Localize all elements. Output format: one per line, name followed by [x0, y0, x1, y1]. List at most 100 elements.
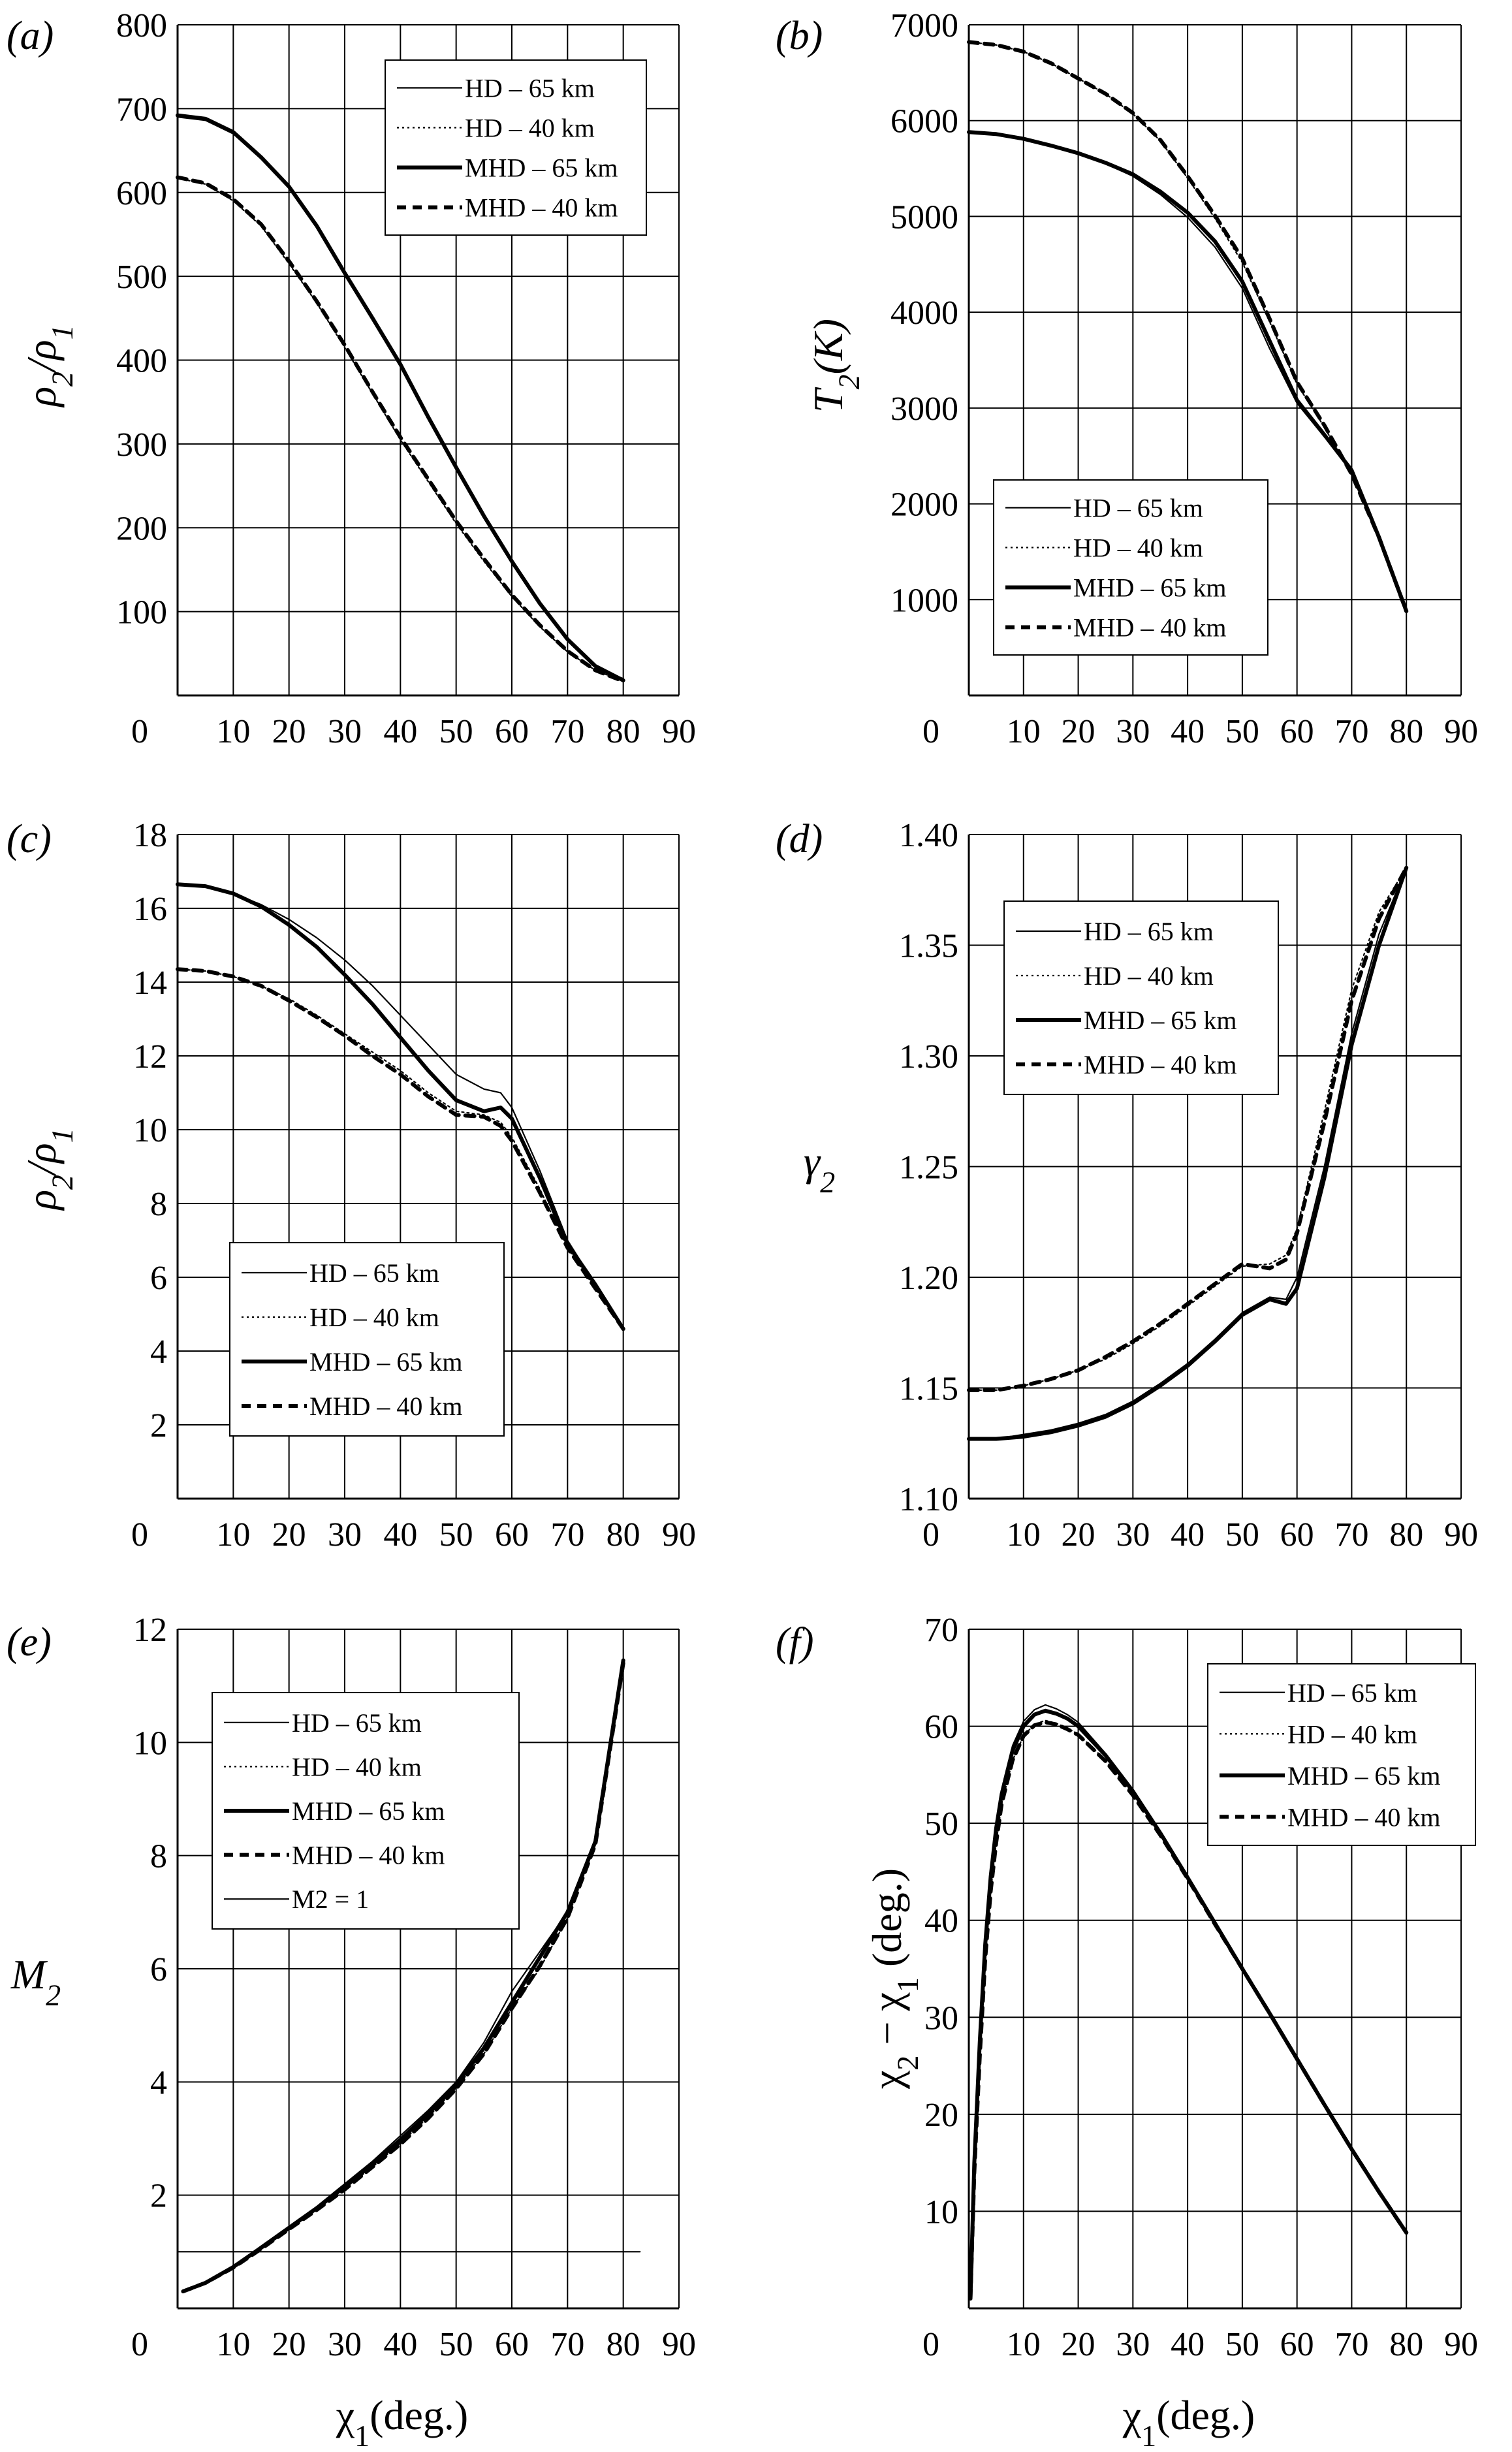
y-tick-label: 10: [133, 1725, 167, 1762]
x-tick-label: 30: [328, 2326, 362, 2363]
x-tick-label: 0: [922, 713, 939, 750]
y-tick-label: 70: [924, 1612, 958, 1649]
x-tick-label: 30: [328, 713, 362, 750]
y-tick-label: 60: [924, 1709, 958, 1746]
chart-panel-2: 0 10 20 30 40 50 60 70 80 90 2 4 6 8 10 12 14 16 18 (c) ρ2/ρ…: [7, 817, 696, 1553]
y-tick-label: 1000: [890, 582, 958, 619]
x-tick-label: 50: [1225, 1516, 1259, 1553]
y-tick-label: 10: [133, 1112, 167, 1149]
series-line-2: [967, 865, 1409, 1441]
x-tick-label: 70: [550, 713, 584, 750]
legend-entry: MHD – 40 km: [1084, 1050, 1236, 1079]
x-tick-label: 90: [662, 2326, 696, 2363]
legend-entry: M2 = 1: [292, 1885, 369, 1914]
x-tick-label: 30: [1116, 2326, 1150, 2363]
x-tick-label: 60: [495, 2326, 529, 2363]
y-axis-label: ρ2/ρ1: [18, 325, 79, 407]
series-line-3: [176, 967, 625, 1331]
x-tick-label: 50: [1225, 2326, 1259, 2363]
y-tick-label: 14: [133, 964, 167, 1002]
y-tick-label: 1.25: [899, 1149, 958, 1186]
legend: HD – 65 km HD – 40 km MHD – 65 km MHD – 40 …: [1003, 900, 1279, 1095]
x-tick-label: 80: [1389, 2326, 1423, 2363]
panel-label: (b): [776, 14, 823, 58]
y-tick-label: 3000: [890, 390, 958, 428]
x-tick-label: 50: [439, 1516, 473, 1553]
x-tick-label: 10: [216, 1516, 250, 1553]
x-tick-label: 40: [383, 1516, 417, 1553]
legend-entry: HD – 40 km: [309, 1303, 439, 1332]
x-tick-label: 50: [1225, 713, 1259, 750]
x-tick-label: 90: [1444, 2326, 1478, 2363]
y-axis-label: M2: [10, 1951, 61, 2012]
legend-entry: HD – 65 km: [1287, 1678, 1417, 1708]
y-tick-label: 100: [116, 594, 167, 631]
y-tick-label: 600: [116, 175, 167, 212]
x-tick-label: 40: [1171, 2326, 1205, 2363]
legend: HD – 65 km HD – 40 km MHD – 65 km MHD – 40 …: [229, 1242, 505, 1437]
y-tick-label: 40: [924, 1903, 958, 1940]
y-tick-label: 1.30: [899, 1038, 958, 1075]
y-tick-label: 1.15: [899, 1371, 958, 1408]
x-tick-label: 0: [131, 713, 148, 750]
y-tick-label: 5000: [890, 199, 958, 236]
x-tick-label: 20: [272, 2326, 306, 2363]
x-tick-label: 10: [1007, 1516, 1041, 1553]
y-tick-label: 20: [924, 2097, 958, 2134]
x-tick-label: 0: [131, 2326, 148, 2363]
y-axis-label: ρ2/ρ1: [18, 1128, 79, 1211]
panel-label: (e): [7, 1620, 52, 1664]
x-tick-label: 70: [1334, 2326, 1368, 2363]
series-line-3: [968, 1720, 1409, 2301]
x-tick-label: 20: [272, 1516, 306, 1553]
legend-entry: HD – 65 km: [1073, 494, 1203, 523]
x-tick-label: 60: [495, 713, 529, 750]
x-tick-label: 40: [1171, 713, 1205, 750]
legend-entry: HD – 40 km: [292, 1752, 422, 1781]
legend-entry: HD – 65 km: [309, 1258, 439, 1288]
x-axis-label: χ1(deg.): [336, 2392, 468, 2452]
chart-panel-4: 0 10 20 30 40 50 60 70 80 90 2 4 6 8 10 12 (e) M2 χ1(deg.)…: [7, 1612, 696, 2452]
legend: HD – 65 km HD – 40 km MHD – 65 km MHD – 40 …: [212, 1692, 520, 1930]
x-tick-label: 80: [606, 2326, 640, 2363]
legend: HD – 65 km HD – 40 km MHD – 65 km MHD – 40 …: [993, 479, 1268, 656]
legend-entry: MHD – 40 km: [1073, 613, 1226, 643]
series-line-2: [176, 882, 625, 1331]
x-tick-label: 60: [1280, 2326, 1314, 2363]
legend-entry: MHD – 40 km: [309, 1392, 462, 1421]
y-tick-label: 12: [133, 1038, 167, 1075]
y-tick-label: 1.10: [899, 1481, 958, 1518]
y-tick-label: 800: [116, 7, 167, 44]
x-tick-label: 30: [328, 1516, 362, 1553]
panel-label: (a): [7, 14, 54, 58]
x-tick-label: 80: [606, 713, 640, 750]
series-line-3: [967, 865, 1409, 1392]
x-tick-label: 90: [1444, 713, 1478, 750]
x-tick-label: 40: [1171, 1516, 1205, 1553]
legend-box: [1003, 900, 1279, 1095]
legend-entry: HD – 65 km: [1084, 917, 1214, 946]
series-line-2: [176, 113, 625, 682]
y-axis-label: χ2 − χ1 (deg.): [864, 1868, 924, 2090]
x-tick-label: 40: [383, 713, 417, 750]
legend-entry: HD – 65 km: [292, 1708, 422, 1738]
y-tick-label: 10: [924, 2193, 958, 2231]
x-tick-label: 60: [495, 1516, 529, 1553]
x-tick-label: 80: [606, 1516, 640, 1553]
x-tick-label: 30: [1116, 1516, 1150, 1553]
x-tick-label: 60: [1280, 713, 1314, 750]
x-tick-label: 0: [131, 1516, 148, 1553]
y-tick-label: 6: [150, 1951, 167, 1988]
legend-entry: MHD – 65 km: [1287, 1761, 1440, 1791]
x-tick-label: 20: [272, 713, 306, 750]
series-line-3: [181, 1661, 625, 2293]
chart-panel-5: 0 10 20 30 40 50 60 70 80 90 10 20 30 40 50 60 70 (f) χ2 −…: [776, 1612, 1478, 2452]
y-tick-label: 8: [150, 1186, 167, 1223]
series-line-2: [967, 130, 1409, 613]
x-tick-label: 70: [550, 1516, 584, 1553]
x-tick-label: 50: [439, 2326, 473, 2363]
legend-entry: MHD – 65 km: [1073, 573, 1226, 603]
panel-label: (c): [7, 817, 52, 861]
panel-label: (d): [776, 817, 823, 861]
